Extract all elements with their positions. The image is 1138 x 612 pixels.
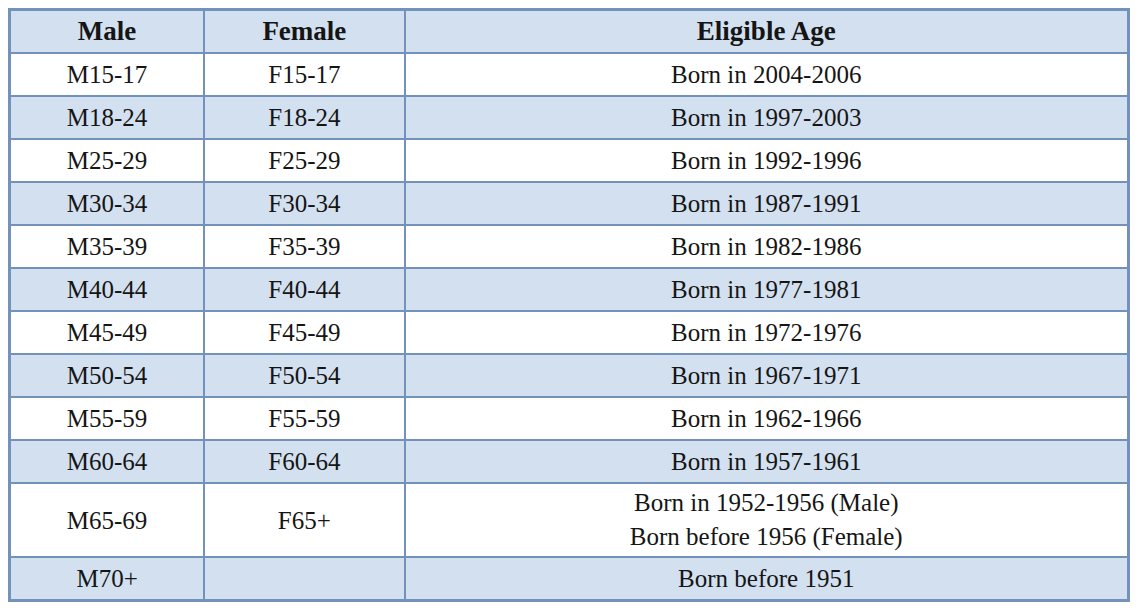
- cell-female: F60-64: [204, 440, 404, 483]
- cell-female: F40-44: [204, 268, 404, 311]
- table-row: M45-49 F45-49 Born in 1972-1976: [10, 311, 1129, 354]
- age-line-1: Born in 2004-2006: [410, 58, 1124, 92]
- cell-female: F18-24: [204, 96, 404, 139]
- table-row: M35-39 F35-39 Born in 1982-1986: [10, 225, 1129, 268]
- table-row: M50-54 F50-54 Born in 1967-1971: [10, 354, 1129, 397]
- age-line-1: Born in 1957-1961: [410, 445, 1124, 479]
- cell-female: F35-39: [204, 225, 404, 268]
- cell-male: M65-69: [10, 483, 205, 557]
- cell-female: F45-49: [204, 311, 404, 354]
- table-row: M30-34 F30-34 Born in 1987-1991: [10, 182, 1129, 225]
- table-row: M60-64 F60-64 Born in 1957-1961: [10, 440, 1129, 483]
- eligible-age-table: Male Female Eligible Age M15-17 F15-17 B…: [8, 8, 1130, 602]
- cell-female: F15-17: [204, 53, 404, 96]
- age-line-1: Born in 1982-1986: [410, 230, 1124, 264]
- age-line-1: Born in 1997-2003: [410, 101, 1124, 135]
- cell-male: M50-54: [10, 354, 205, 397]
- cell-eligible-age: Born in 1982-1986: [405, 225, 1129, 268]
- table-row: M70+ Born before 1951: [10, 557, 1129, 601]
- table-row: M18-24 F18-24 Born in 1997-2003: [10, 96, 1129, 139]
- age-line-1: Born in 1992-1996: [410, 144, 1124, 178]
- age-line-1: Born in 1972-1976: [410, 316, 1124, 350]
- cell-female: [204, 557, 404, 601]
- cell-eligible-age: Born in 1962-1966: [405, 397, 1129, 440]
- cell-male: M18-24: [10, 96, 205, 139]
- header-cell-male: Male: [10, 10, 205, 54]
- age-line-1: Born in 1987-1991: [410, 187, 1124, 221]
- table-row: M65-69 F65+ Born in 1952-1956 (Male) Bor…: [10, 483, 1129, 557]
- age-line-1: Born in 1962-1966: [410, 402, 1124, 436]
- cell-eligible-age: Born in 1957-1961: [405, 440, 1129, 483]
- table-row: M55-59 F55-59 Born in 1962-1966: [10, 397, 1129, 440]
- header-cell-female: Female: [204, 10, 404, 54]
- cell-male: M45-49: [10, 311, 205, 354]
- cell-eligible-age: Born in 1997-2003: [405, 96, 1129, 139]
- cell-male: M30-34: [10, 182, 205, 225]
- cell-eligible-age: Born in 2004-2006: [405, 53, 1129, 96]
- cell-eligible-age: Born in 1977-1981: [405, 268, 1129, 311]
- table-row: M15-17 F15-17 Born in 2004-2006: [10, 53, 1129, 96]
- cell-male: M70+: [10, 557, 205, 601]
- age-line-1: Born in 1967-1971: [410, 359, 1124, 393]
- cell-eligible-age: Born in 1972-1976: [405, 311, 1129, 354]
- cell-male: M60-64: [10, 440, 205, 483]
- cell-male: M25-29: [10, 139, 205, 182]
- cell-eligible-age: Born in 1987-1991: [405, 182, 1129, 225]
- cell-male: M55-59: [10, 397, 205, 440]
- table-row: M40-44 F40-44 Born in 1977-1981: [10, 268, 1129, 311]
- cell-female: F55-59: [204, 397, 404, 440]
- table-row: M25-29 F25-29 Born in 1992-1996: [10, 139, 1129, 182]
- header-cell-eligible-age: Eligible Age: [405, 10, 1129, 54]
- age-line-1: Born in 1952-1956 (Male): [410, 486, 1124, 520]
- cell-female: F30-34: [204, 182, 404, 225]
- cell-male: M40-44: [10, 268, 205, 311]
- header-row: Male Female Eligible Age: [10, 10, 1129, 54]
- cell-male: M15-17: [10, 53, 205, 96]
- age-line-1: Born in 1977-1981: [410, 273, 1124, 307]
- cell-eligible-age: Born in 1992-1996: [405, 139, 1129, 182]
- cell-eligible-age: Born in 1967-1971: [405, 354, 1129, 397]
- cell-male: M35-39: [10, 225, 205, 268]
- cell-eligible-age: Born before 1951: [405, 557, 1129, 601]
- cell-female: F25-29: [204, 139, 404, 182]
- cell-female: F50-54: [204, 354, 404, 397]
- age-line-2: Born before 1956 (Female): [410, 520, 1124, 554]
- cell-female: F65+: [204, 483, 404, 557]
- age-line-1: Born before 1951: [410, 562, 1124, 596]
- cell-eligible-age: Born in 1952-1956 (Male) Born before 195…: [405, 483, 1129, 557]
